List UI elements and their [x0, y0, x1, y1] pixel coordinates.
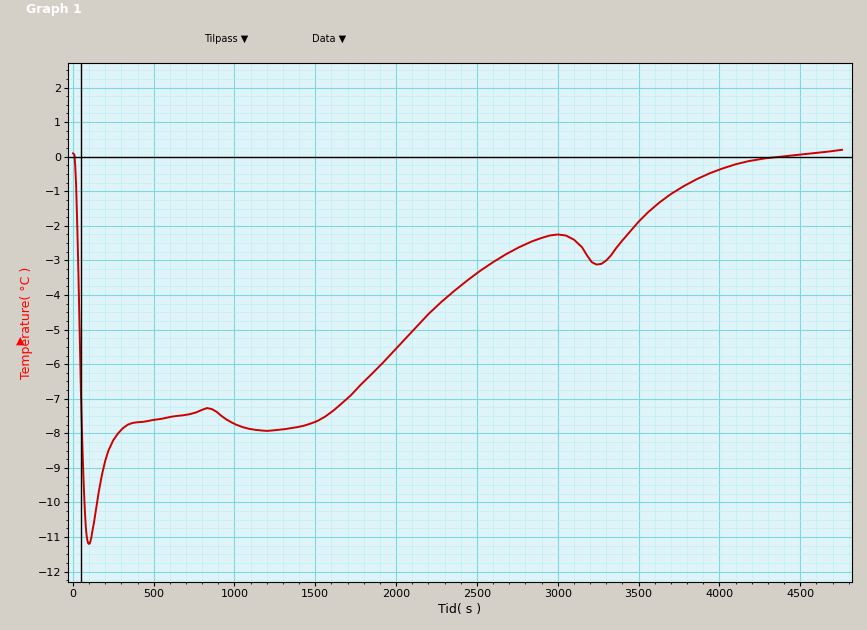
Text: Data ▼: Data ▼	[312, 33, 346, 43]
Text: Tilpass ▼: Tilpass ▼	[204, 33, 248, 43]
Text: Graph 1: Graph 1	[26, 4, 81, 16]
Text: ▲: ▲	[16, 336, 25, 346]
X-axis label: Tid( s ): Tid( s )	[439, 603, 481, 616]
Y-axis label: Temperature( °C ): Temperature( °C )	[21, 266, 34, 379]
